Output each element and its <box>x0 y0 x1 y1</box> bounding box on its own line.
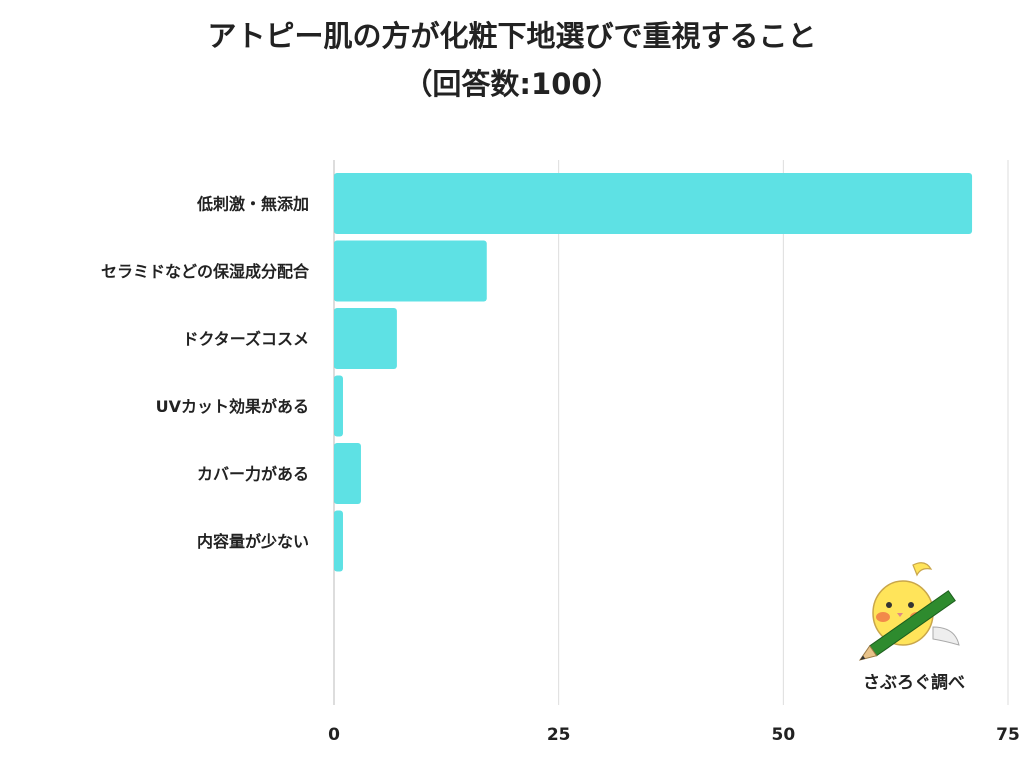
chart-title: アトピー肌の方が化粧下地選びで重視すること （回答数:100） <box>0 12 1024 108</box>
x-tick-label: 25 <box>547 725 571 745</box>
category-label: 低刺激・無添加 <box>196 195 309 214</box>
bird-pencil-mascot-icon <box>858 562 960 661</box>
bars <box>334 173 973 572</box>
bar <box>334 308 397 369</box>
chart-title-line2: （回答数:100） <box>403 67 621 101</box>
watermark-text: さぶろぐ調べ <box>863 673 965 693</box>
x-tick-label: 50 <box>771 725 795 745</box>
bar <box>334 443 361 504</box>
bar <box>334 240 487 302</box>
chart-title-line1: アトピー肌の方が化粧下地選びで重視すること <box>207 19 817 53</box>
x-tick-label: 75 <box>996 725 1020 745</box>
category-label: 内容量が少ない <box>197 532 309 551</box>
bar <box>334 375 343 437</box>
bar <box>334 510 343 572</box>
bar <box>334 173 973 234</box>
category-label: カバー力がある <box>197 465 309 484</box>
x-tick-label: 0 <box>328 725 340 745</box>
x-tick-labels: 0 25 50 75 <box>328 725 1020 745</box>
category-label: UVカット効果がある <box>156 397 309 416</box>
category-label: ドクターズコスメ <box>182 330 309 349</box>
category-label: セラミドなどの保湿成分配合 <box>101 262 310 281</box>
